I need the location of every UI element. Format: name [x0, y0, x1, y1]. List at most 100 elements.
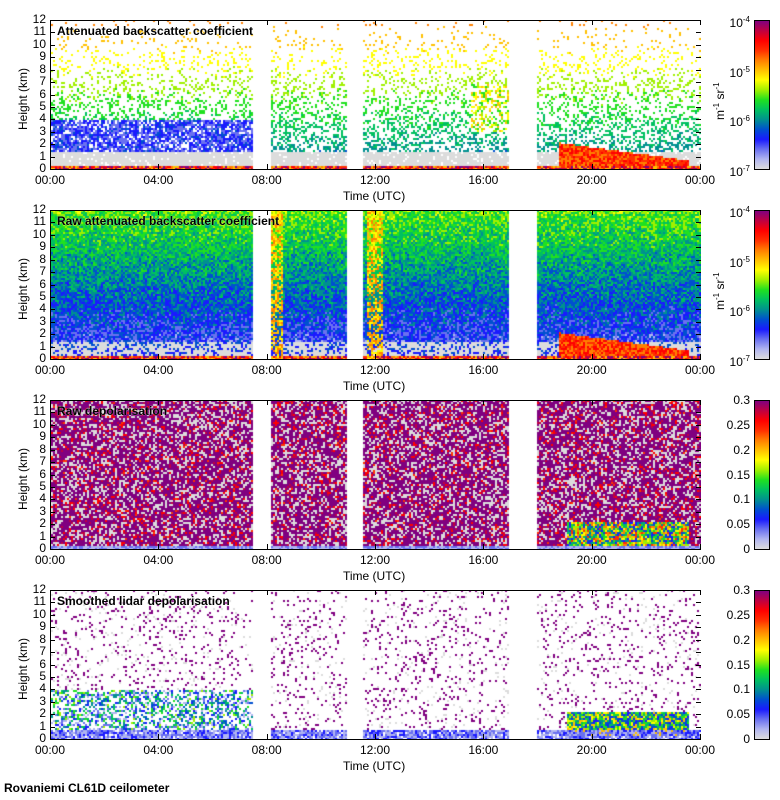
colorbar: [754, 590, 770, 740]
x-tick-mark: [700, 354, 701, 359]
y-tick-mark-right: [696, 57, 701, 59]
y-tick-label: 3: [39, 123, 46, 138]
y-tick-mark-right: [696, 664, 701, 666]
y-tick-mark: [50, 106, 55, 108]
y-tick-label: 10: [32, 416, 46, 431]
heatmap-canvas: [51, 400, 701, 549]
chart-panel: Smoothed lidar depolarisation 0 1 2 3 4 5 6 7 8 9 1…: [0, 570, 780, 773]
y-tick-label: 5: [39, 98, 46, 113]
y-tick-mark: [50, 536, 55, 538]
y-tick-label: 6: [39, 656, 46, 671]
colorbar-tick-label: 0.2: [733, 442, 750, 457]
x-tick-label: 12:00: [359, 743, 391, 757]
y-tick-label: 4: [39, 111, 46, 126]
y-tick-label: 4: [39, 681, 46, 696]
colorbar-tick-label: 0.25: [726, 417, 750, 432]
chart-panel: Raw depolarisation 0 1 2 3 4 5 6 7 8 9 10 11 12 00:00 0…: [0, 380, 780, 583]
y-tick-mark: [50, 69, 55, 71]
y-tick-label: 7: [39, 264, 46, 279]
x-tick-label: 04:00: [143, 743, 174, 757]
y-tick-mark: [50, 94, 55, 96]
y-tick-label: 12: [32, 582, 46, 596]
y-tick-mark-right: [696, 296, 701, 298]
x-tick-mark-top: [266, 20, 268, 25]
colorbar-tick-label: 10-4: [710, 204, 750, 219]
y-tick-label: 10: [32, 36, 46, 51]
colorbar-tick-label: 0.15: [726, 467, 750, 482]
colorbar-unit-label: m-1 sr-1: [712, 271, 727, 310]
y-tick-mark: [50, 652, 55, 654]
x-tick-label: 16:00: [468, 553, 499, 567]
x-tick-label: 00:00: [34, 553, 66, 567]
x-tick-mark: [483, 354, 485, 359]
x-tick-label: 00:00: [684, 173, 716, 187]
y-tick-mark-right: [696, 462, 701, 464]
y-tick-mark-right: [696, 474, 701, 476]
y-tick-mark-right: [696, 689, 701, 691]
colorbar-tick-base: 10: [729, 165, 743, 179]
y-tick-label: 1: [39, 528, 46, 543]
x-tick-mark-top: [375, 20, 376, 25]
y-tick-mark-right: [696, 676, 701, 678]
colorbar-tick-label: 10-5: [710, 64, 750, 79]
x-axis-label: Time (UTC): [343, 759, 406, 773]
colorbar-tick-exponent: -4: [742, 15, 750, 24]
x-tick-mark-top: [50, 590, 51, 595]
y-tick-mark-right: [696, 82, 701, 84]
colorbar-tick-label: 0.25: [726, 607, 750, 622]
x-tick-mark-top: [591, 590, 593, 595]
y-axis-label: Height (km): [16, 637, 30, 700]
y-tick-label: 11: [33, 214, 46, 229]
y-tick-mark-right: [696, 259, 701, 261]
y-tick-label: 8: [39, 61, 46, 76]
y-tick-mark-right: [696, 20, 701, 21]
colorbar-tick-label: 10-7: [710, 353, 750, 368]
x-tick-label: 00:00: [684, 363, 716, 377]
heatmap-plot-area: [50, 210, 701, 360]
y-tick-mark-right: [696, 499, 701, 501]
y-tick-mark-right: [696, 602, 701, 604]
y-tick-label: 12: [32, 392, 46, 406]
x-tick-mark-top: [50, 20, 51, 25]
x-tick-mark-top: [483, 590, 485, 595]
heatmap-plot-area: [50, 590, 701, 740]
x-tick-label: 08:00: [251, 173, 282, 187]
y-tick-mark: [50, 259, 55, 261]
x-tick-label: 00:00: [684, 743, 716, 757]
y-tick-mark-right: [696, 131, 701, 133]
x-axis-label: Time (UTC): [343, 569, 406, 583]
x-tick-mark: [483, 544, 485, 549]
y-tick-label: 1: [39, 338, 46, 353]
y-tick-mark-right: [696, 272, 701, 274]
y-tick-mark: [50, 20, 55, 21]
y-tick-mark-right: [696, 412, 701, 414]
x-tick-mark: [266, 544, 268, 549]
colorbar: [754, 400, 770, 550]
colorbar-tick-exponent: -6: [742, 114, 750, 124]
x-tick-mark-top: [591, 210, 593, 215]
y-tick-mark-right: [696, 739, 701, 740]
x-tick-mark-top: [483, 210, 485, 215]
y-tick-mark-right: [696, 449, 701, 451]
y-tick-mark-right: [696, 284, 701, 286]
x-tick-label: 00:00: [34, 173, 66, 187]
y-tick-mark-right: [696, 321, 701, 323]
colorbar-tick-label: 10-4: [710, 14, 750, 29]
colorbar: [754, 210, 770, 360]
heatmap-canvas: [51, 590, 701, 739]
colorbar-unit-label: m-1 sr-1: [712, 81, 727, 120]
y-tick-label: 9: [39, 619, 46, 634]
x-tick-mark: [158, 734, 160, 739]
y-tick-mark-right: [696, 627, 701, 629]
y-tick-mark-right: [696, 234, 701, 236]
x-tick-label: 20:00: [576, 363, 607, 377]
y-tick-mark: [50, 359, 55, 360]
panel-title: Raw depolarisation: [57, 404, 168, 418]
y-tick-label: 2: [39, 326, 46, 341]
x-tick-mark: [158, 544, 160, 549]
y-tick-label: 7: [39, 74, 46, 89]
colorbar-tick-base: 10: [729, 16, 743, 30]
colorbar-tick-label: 0.2: [733, 632, 750, 647]
x-tick-label: 00:00: [34, 743, 66, 757]
colorbar-tick-label: 0.15: [726, 657, 750, 672]
